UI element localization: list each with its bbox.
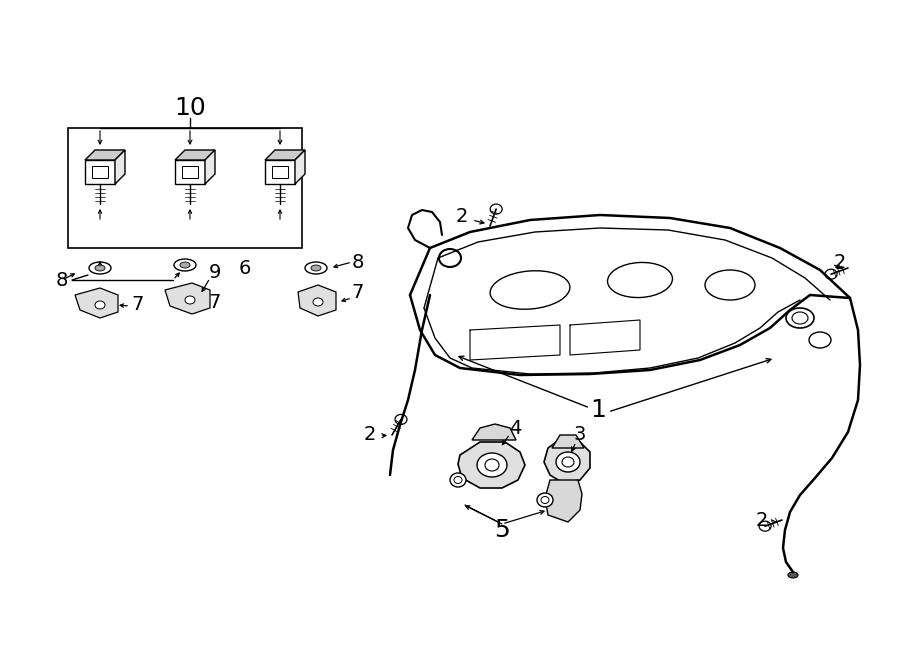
Bar	[182, 166, 198, 178]
Text: 4: 4	[508, 418, 521, 438]
Text: 2: 2	[455, 206, 468, 225]
Polygon shape	[298, 285, 336, 316]
Text: 7: 7	[352, 282, 365, 301]
Ellipse shape	[185, 296, 195, 304]
Polygon shape	[265, 150, 305, 160]
Ellipse shape	[95, 301, 105, 309]
Polygon shape	[165, 283, 210, 314]
Ellipse shape	[556, 452, 580, 472]
Text: 3: 3	[574, 426, 586, 444]
Text: 10: 10	[174, 96, 206, 120]
Text: 1: 1	[590, 398, 606, 422]
Ellipse shape	[313, 298, 323, 306]
Bar	[68, 128, 302, 248]
Ellipse shape	[491, 204, 502, 214]
Text: 8: 8	[56, 270, 68, 290]
Polygon shape	[552, 435, 584, 448]
Ellipse shape	[311, 265, 321, 271]
Polygon shape	[295, 150, 305, 184]
Polygon shape	[205, 150, 215, 184]
Polygon shape	[458, 442, 525, 488]
Ellipse shape	[95, 265, 105, 271]
Text: 7: 7	[209, 293, 221, 311]
Text: 9: 9	[209, 262, 221, 282]
Ellipse shape	[89, 262, 111, 274]
Text: 2: 2	[364, 424, 376, 444]
Polygon shape	[545, 480, 582, 522]
Bar	[92, 166, 108, 178]
Polygon shape	[85, 160, 115, 184]
Ellipse shape	[759, 521, 771, 531]
Ellipse shape	[174, 259, 196, 271]
Text: 2: 2	[833, 253, 846, 272]
Polygon shape	[175, 160, 205, 184]
Ellipse shape	[825, 269, 837, 279]
Polygon shape	[265, 160, 295, 184]
Text: 2: 2	[756, 510, 769, 529]
Ellipse shape	[395, 414, 407, 424]
Polygon shape	[115, 150, 125, 184]
Ellipse shape	[450, 473, 466, 487]
Polygon shape	[85, 150, 125, 160]
Bar	[272, 166, 288, 178]
Text: 8: 8	[352, 253, 365, 272]
Ellipse shape	[305, 262, 327, 274]
Ellipse shape	[788, 572, 798, 578]
Text: 6: 6	[238, 258, 251, 278]
Text: 7: 7	[131, 295, 144, 315]
Polygon shape	[544, 438, 590, 483]
Polygon shape	[472, 424, 516, 440]
Ellipse shape	[537, 493, 553, 507]
Ellipse shape	[180, 262, 190, 268]
Text: 5: 5	[494, 518, 510, 542]
Polygon shape	[175, 150, 215, 160]
Polygon shape	[75, 288, 118, 318]
Ellipse shape	[477, 453, 507, 477]
